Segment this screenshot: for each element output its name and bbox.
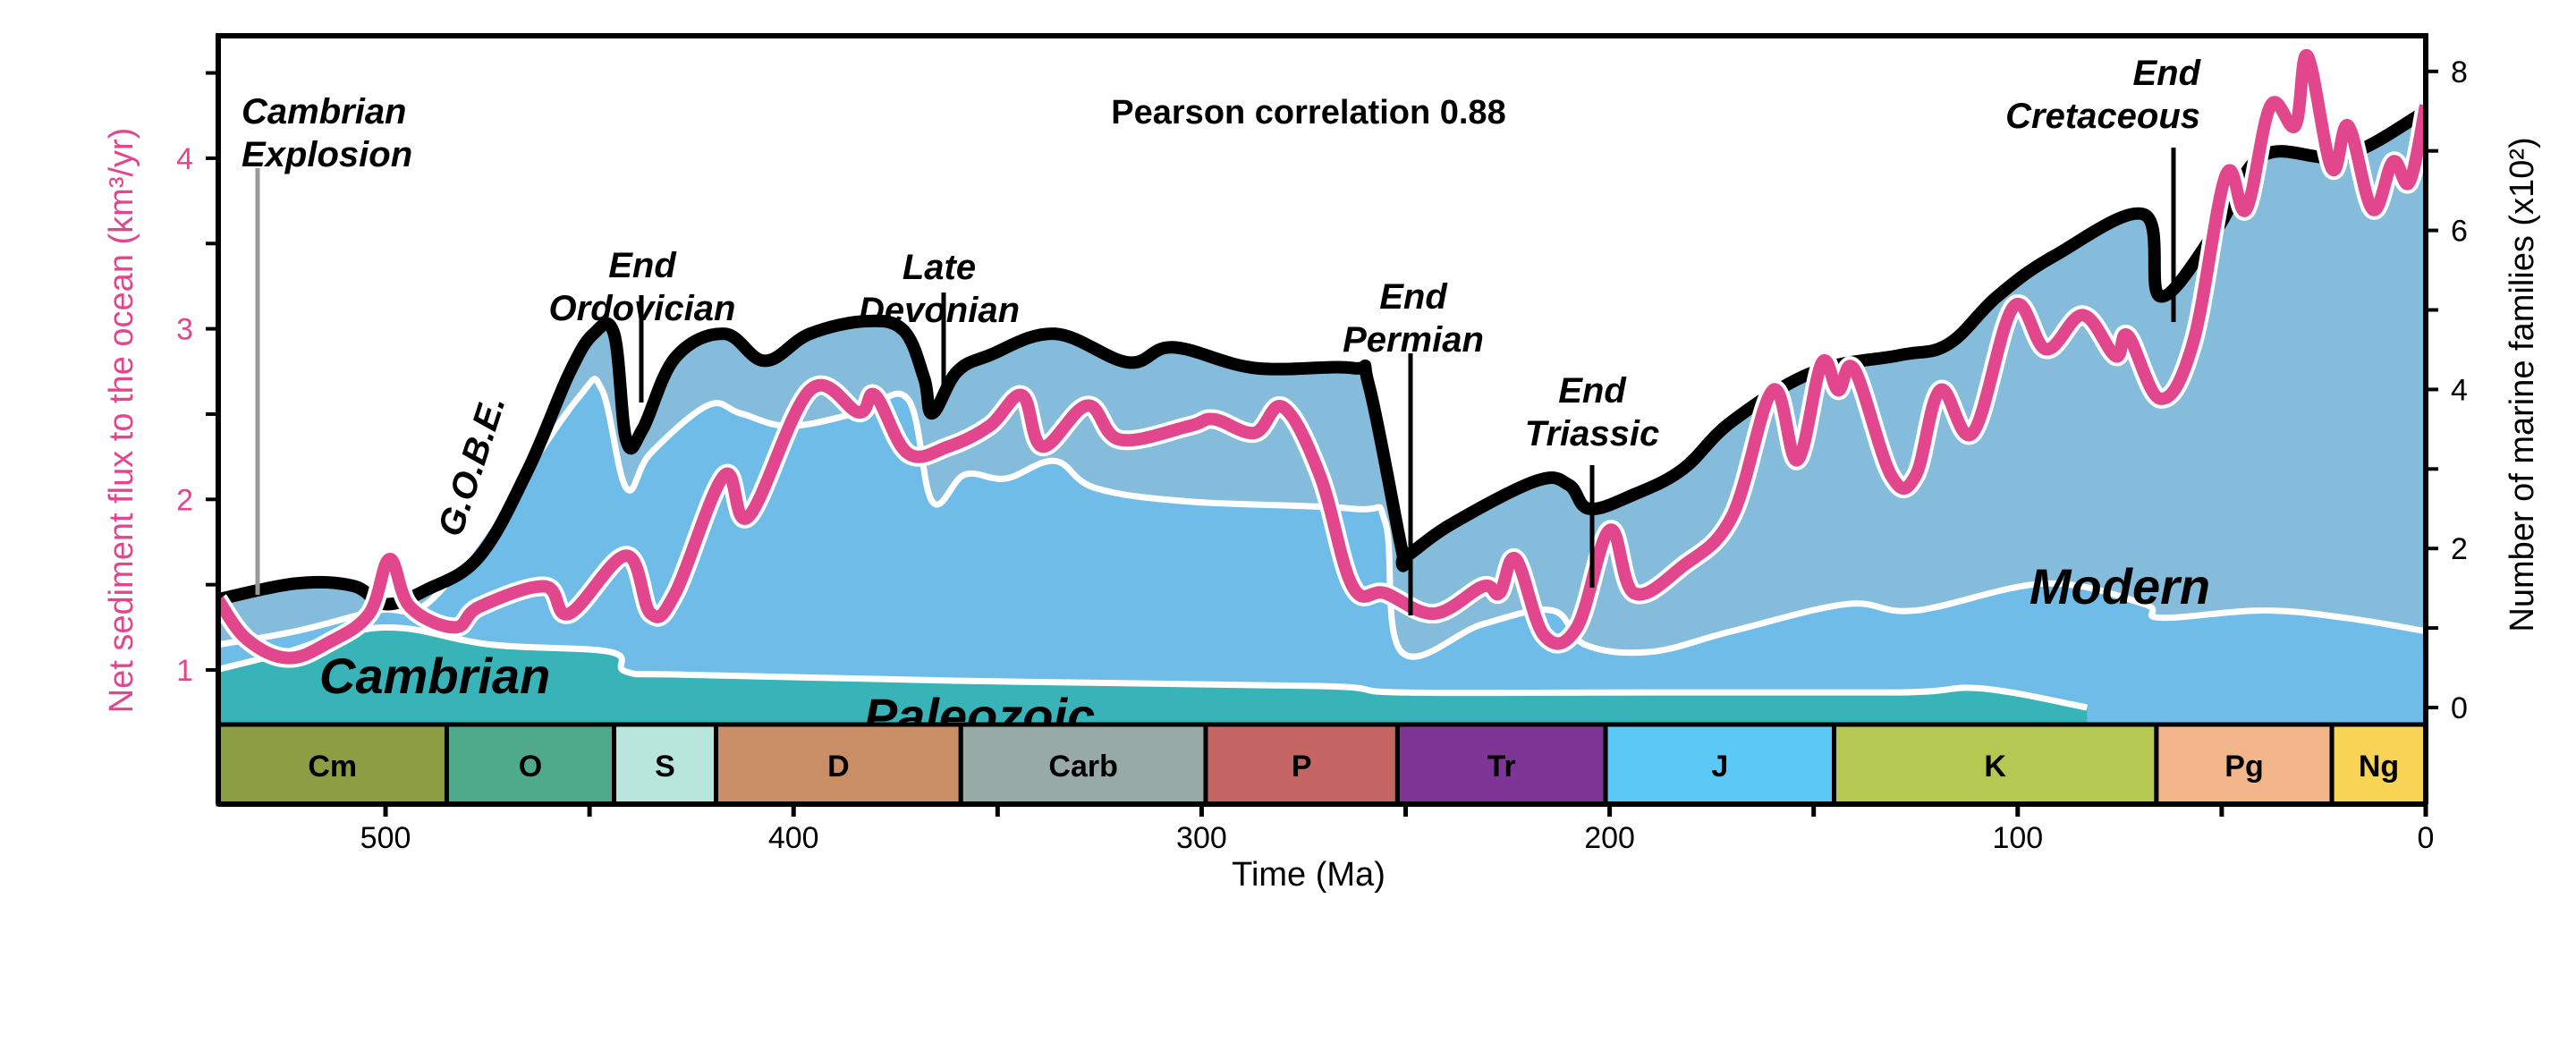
period-Tr [1394,722,1608,807]
period-Ng [2329,722,2428,807]
x-tick-label: 200 [1584,821,1635,855]
x-tick-label: 100 [1992,821,2043,855]
annotation-label: Ordovician [549,289,736,328]
y-right-tick-label: 0 [2451,691,2468,725]
y-right-tick-label: 6 [2451,215,2468,249]
y-left-tick-label: 4 [176,142,193,176]
period-label: K [1984,750,2006,784]
period-K [1832,722,2159,807]
annotation-label: End [608,246,677,285]
x-tick-label: 500 [360,821,411,855]
plot-area [218,46,2426,725]
annotation-label: Late [902,248,976,287]
annotation-label: Devonian [859,291,1020,330]
annotation-label: Permian [1343,320,1484,360]
period-label: Cm [308,750,357,784]
period-Cm [216,722,449,807]
y-right-tick-label: 8 [2451,55,2468,89]
period-O [444,722,617,807]
x-tick-label: 400 [768,821,819,855]
label-cambrian: Cambrian [319,648,550,704]
annotation-label: Cambrian [242,92,407,131]
annotation-label: End [2132,54,2201,93]
x-tick-label: 300 [1176,821,1227,855]
period-Carb [958,722,1208,807]
period-label: Pg [2224,750,2263,784]
annotation-label: End [1379,277,1448,317]
annotation-label: Cretaceous [2005,97,2200,136]
period-label: D [827,750,850,784]
plot-frame [216,33,2428,804]
period-label: Tr [1487,750,1516,784]
period-label: P [1292,750,1312,784]
period-label: S [655,750,675,784]
cambrian-fauna-area [218,627,2088,725]
annotation-label: Explosion [242,135,412,174]
period-P [1203,722,1400,807]
y-right-axis-title: Number of marine families (x10²) [2504,137,2541,631]
y-right-tick-label: 2 [2451,532,2468,566]
y-right-tick-label: 4 [2451,373,2468,407]
paleozoic-fauna-boundary [218,376,2426,660]
period-label: Carb [1048,750,1117,784]
y-left-tick-label: 1 [176,654,193,688]
cambrian-fauna-boundary [218,623,2088,711]
period-label: O [519,750,542,784]
annotation-label: Triassic [1525,414,1660,453]
period-label: J [1711,750,1728,784]
chart-title: Pearson correlation 0.88 [1111,94,1505,131]
total-diversity-line [218,106,2426,611]
y-left-axis-title: Net sediment flux to the ocean (km³/yr) [103,128,140,714]
x-tick-label: 0 [2418,821,2435,855]
period-D [714,722,963,807]
y-left-tick-label: 2 [176,483,193,517]
period-label: Ng [2359,750,2399,784]
label-modern: Modern [2029,558,2210,614]
sediment-flux-line [218,49,2426,665]
annotation-label: End [1558,371,1627,411]
x-axis-title: Time (Ma) [1232,856,1385,894]
y-left-tick-label: 3 [176,313,193,347]
